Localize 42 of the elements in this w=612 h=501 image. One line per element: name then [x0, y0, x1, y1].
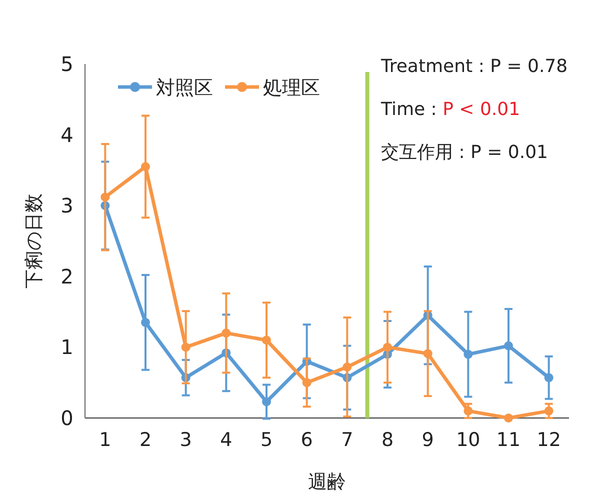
- point: [544, 406, 554, 416]
- point: [262, 336, 271, 345]
- annotation: Time : P < 0.01: [380, 99, 520, 120]
- x-axis-title: 週齢: [308, 471, 346, 493]
- legend-label: 対照区: [156, 77, 213, 99]
- x-tick-label: 11: [496, 429, 521, 451]
- y-tick-label: 0: [60, 406, 74, 430]
- point: [141, 162, 150, 172]
- point: [100, 192, 110, 202]
- annotation: Treatment : P = 0.78: [380, 56, 568, 77]
- x-tick-label: 7: [341, 429, 354, 451]
- point: [181, 342, 190, 352]
- x-tick-label: 1: [99, 429, 112, 451]
- point: [423, 349, 432, 358]
- point: [383, 342, 392, 352]
- point: [464, 350, 473, 359]
- point: [464, 406, 473, 416]
- y-axis-title: 下痢の日数: [23, 194, 45, 288]
- point: [504, 414, 513, 422]
- x-tick-label: 3: [180, 429, 192, 451]
- y-tick-label: 4: [60, 122, 74, 147]
- y-tick-label: 1: [60, 335, 74, 360]
- x-tick-label: 10: [456, 429, 480, 451]
- annotation: 交互作用 : P = 0.01: [381, 142, 548, 163]
- x-tick-label: 5: [260, 429, 273, 451]
- point: [141, 318, 150, 327]
- x-tick-label: 2: [139, 429, 152, 451]
- x-tick-label: 12: [536, 429, 561, 451]
- x-tick-label: 6: [300, 429, 313, 451]
- x-tick-label: 4: [220, 429, 232, 451]
- point: [222, 328, 231, 338]
- point: [504, 341, 513, 350]
- legend-label: 処理区: [263, 77, 320, 99]
- y-tick-label: 5: [60, 52, 74, 76]
- point: [262, 397, 271, 406]
- y-tick-label: 3: [60, 194, 74, 218]
- point: [544, 373, 554, 382]
- x-tick-label: 9: [422, 429, 434, 451]
- x-tick-label: 8: [381, 429, 394, 451]
- y-tick-label: 2: [60, 264, 74, 288]
- point: [302, 378, 312, 388]
- point: [342, 362, 352, 372]
